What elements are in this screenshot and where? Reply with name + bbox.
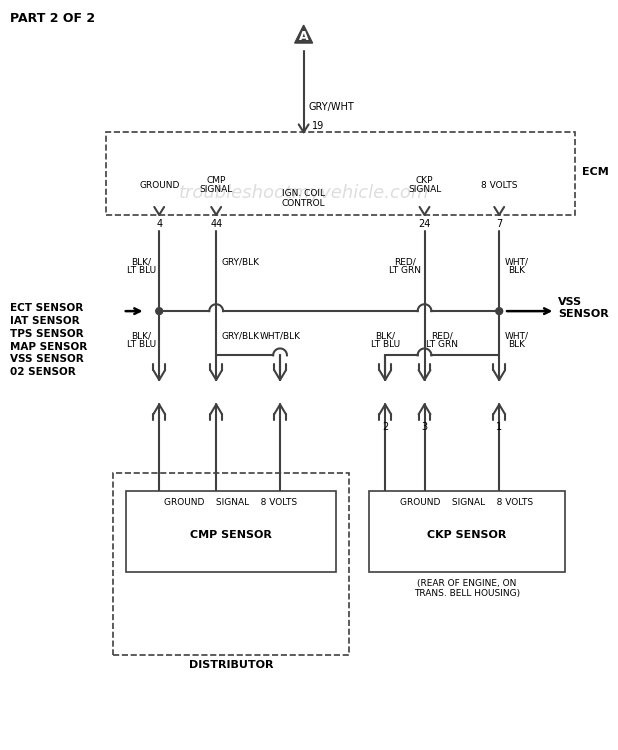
Text: DISTRIBUTOR: DISTRIBUTOR [188, 660, 273, 670]
FancyBboxPatch shape [126, 491, 336, 572]
Text: BLK/: BLK/ [132, 332, 151, 340]
Text: troubleshootmyvehicle.com: troubleshootmyvehicle.com [179, 184, 429, 202]
Text: LT BLU: LT BLU [127, 340, 156, 349]
Text: 3: 3 [421, 422, 428, 432]
Text: LT BLU: LT BLU [127, 266, 156, 275]
Text: A: A [299, 31, 308, 44]
Text: SIGNAL: SIGNAL [408, 184, 441, 194]
Text: CMP: CMP [206, 176, 226, 185]
Text: MAP SENSOR: MAP SENSOR [10, 341, 87, 352]
Polygon shape [295, 26, 313, 43]
Text: ECM: ECM [582, 166, 609, 176]
Text: WHT/BLK: WHT/BLK [260, 332, 300, 340]
Text: LT GRN: LT GRN [389, 266, 421, 275]
Text: CMP SENSOR: CMP SENSOR [190, 530, 272, 540]
Text: BLK/: BLK/ [132, 257, 151, 266]
Text: GRY/WHT: GRY/WHT [308, 102, 354, 112]
Text: BLK: BLK [509, 266, 525, 275]
Text: TPS SENSOR: TPS SENSOR [10, 328, 83, 339]
Circle shape [496, 308, 502, 314]
Text: WHT/: WHT/ [505, 257, 529, 266]
Text: BLK/: BLK/ [375, 332, 395, 340]
Text: LT BLU: LT BLU [371, 340, 400, 349]
Text: 7: 7 [496, 219, 502, 229]
Text: RED/: RED/ [394, 257, 416, 266]
Text: LT GRN: LT GRN [426, 340, 458, 349]
Text: 44: 44 [210, 219, 222, 229]
Text: IAT SENSOR: IAT SENSOR [10, 316, 80, 326]
Text: 4: 4 [156, 219, 163, 229]
Text: VSS: VSS [558, 297, 582, 307]
Text: GRY/BLK: GRY/BLK [222, 257, 260, 266]
Text: 19: 19 [311, 122, 324, 131]
Text: CONTROL: CONTROL [282, 199, 326, 208]
Text: GRY/BLK: GRY/BLK [222, 332, 260, 340]
Text: SENSOR: SENSOR [558, 309, 609, 319]
Text: CKP: CKP [416, 176, 433, 185]
Text: (REAR OF ENGINE, ON: (REAR OF ENGINE, ON [417, 579, 517, 588]
Text: 24: 24 [418, 219, 431, 229]
Text: GROUND    SIGNAL    8 VOLTS: GROUND SIGNAL 8 VOLTS [164, 498, 297, 507]
FancyBboxPatch shape [368, 491, 565, 572]
Text: 2: 2 [382, 422, 388, 432]
Text: SIGNAL: SIGNAL [200, 184, 233, 194]
Text: WHT/: WHT/ [505, 332, 529, 340]
Text: 02 SENSOR: 02 SENSOR [10, 367, 75, 377]
Text: GROUND: GROUND [139, 181, 179, 190]
Circle shape [156, 308, 163, 314]
Text: 1: 1 [496, 422, 502, 432]
Text: GROUND    SIGNAL    8 VOLTS: GROUND SIGNAL 8 VOLTS [400, 498, 533, 507]
Text: ECT SENSOR: ECT SENSOR [10, 303, 83, 313]
Text: TRANS. BELL HOUSING): TRANS. BELL HOUSING) [413, 589, 520, 598]
Text: RED/: RED/ [431, 332, 453, 340]
Text: VSS SENSOR: VSS SENSOR [10, 354, 83, 364]
Text: CKP SENSOR: CKP SENSOR [427, 530, 507, 540]
Text: BLK: BLK [509, 340, 525, 349]
Text: PART 2 OF 2: PART 2 OF 2 [10, 12, 95, 25]
Text: 8 VOLTS: 8 VOLTS [481, 181, 517, 190]
Text: IGN. COIL: IGN. COIL [282, 189, 325, 198]
